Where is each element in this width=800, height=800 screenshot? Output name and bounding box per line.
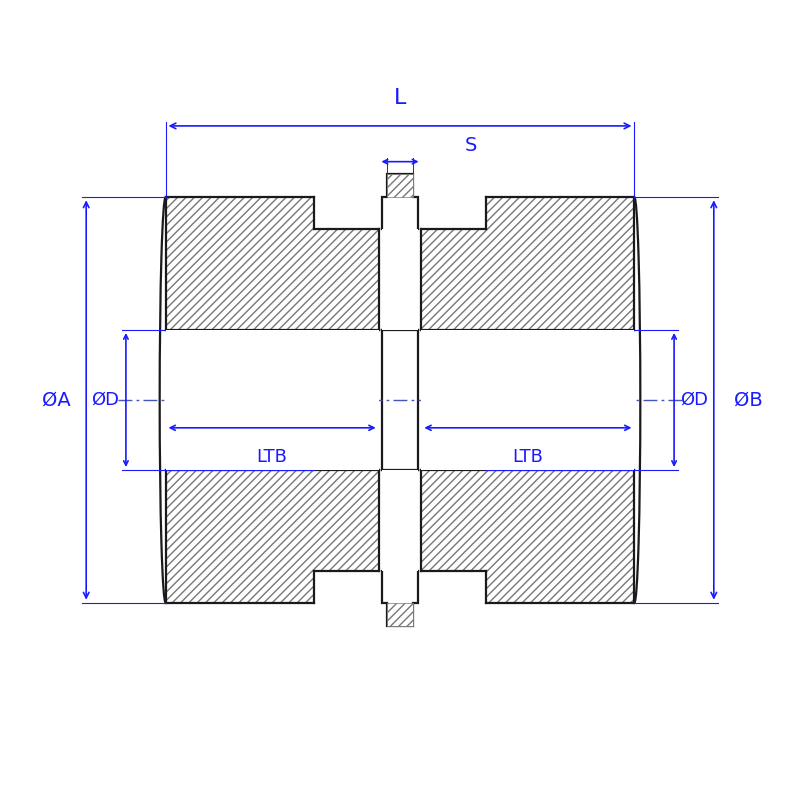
- Polygon shape: [382, 470, 418, 571]
- Text: L: L: [394, 89, 406, 109]
- Polygon shape: [422, 330, 634, 470]
- Polygon shape: [422, 198, 634, 330]
- Polygon shape: [166, 330, 378, 470]
- Polygon shape: [387, 602, 413, 626]
- Polygon shape: [387, 174, 413, 198]
- Text: LTB: LTB: [257, 448, 287, 466]
- Polygon shape: [422, 470, 634, 602]
- Polygon shape: [166, 198, 378, 330]
- Text: ØD: ØD: [681, 391, 709, 409]
- Text: LTB: LTB: [513, 448, 543, 466]
- Text: ØA: ØA: [42, 390, 70, 410]
- Text: ØB: ØB: [734, 390, 762, 410]
- Polygon shape: [382, 229, 418, 330]
- Text: ØD: ØD: [91, 391, 119, 409]
- Text: S: S: [465, 136, 478, 155]
- Polygon shape: [166, 470, 378, 602]
